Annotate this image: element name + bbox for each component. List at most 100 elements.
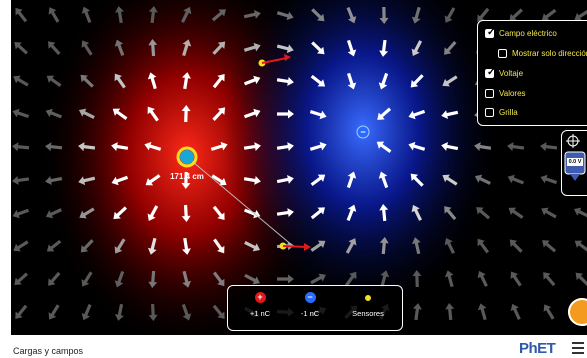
field-arrow	[181, 105, 191, 123]
field-arrow	[276, 44, 294, 54]
field-arrow	[276, 208, 294, 218]
checkbox-box	[498, 49, 507, 58]
field-arrow	[13, 75, 29, 87]
field-arrow	[12, 175, 30, 185]
field-arrow	[508, 207, 524, 219]
sensor-2-arrowhead	[304, 243, 311, 251]
field-arrow	[182, 39, 192, 57]
field-arrow	[111, 175, 129, 186]
field-arrow	[445, 303, 455, 321]
field-arrow	[573, 207, 587, 219]
field-arrow	[474, 142, 492, 151]
field-arrow	[78, 108, 95, 120]
field-arrow	[477, 303, 487, 321]
menu-icon[interactable]	[572, 342, 584, 354]
field-arrow	[46, 75, 62, 87]
field-arrow	[147, 72, 157, 90]
field-arrow	[182, 237, 191, 255]
positive-charge-source[interactable]: + +1 nC	[240, 292, 280, 318]
field-arrow	[12, 142, 30, 152]
field-arrow	[346, 39, 357, 57]
field-arrow	[15, 304, 28, 319]
field-arrow	[81, 6, 92, 24]
field-arrow	[345, 238, 357, 254]
field-arrow	[243, 208, 261, 219]
field-arrow	[14, 272, 29, 286]
controls-panel: ✓ Campo eléctrico Mostrar solo dirección…	[477, 20, 587, 126]
field-arrow	[379, 237, 389, 255]
field-arrow	[311, 8, 325, 22]
checkbox-values[interactable]: Valores	[485, 89, 526, 98]
checkbox-grid[interactable]: Grilla	[485, 108, 518, 117]
charge-tray: + +1 nC − -1 nC Sensores	[227, 285, 403, 331]
negative-potential-glow	[223, 0, 503, 320]
field-arrow	[48, 41, 61, 56]
checkbox-label: Voltaje	[499, 69, 524, 78]
negative-charge[interactable]	[356, 125, 370, 139]
field-arrow	[543, 272, 556, 287]
phet-logo[interactable]: PhET	[519, 340, 556, 357]
measuring-tape-end[interactable]	[176, 146, 198, 168]
field-arrow	[181, 6, 192, 23]
checkbox-direction-only[interactable]: Mostrar solo dirección	[498, 49, 587, 58]
field-arrow	[309, 141, 327, 151]
field-arrow	[148, 303, 158, 321]
field-arrow	[444, 237, 456, 254]
field-arrow	[310, 174, 326, 187]
field-arrow	[145, 174, 161, 186]
checkbox-label: Valores	[499, 89, 526, 98]
field-arrow	[411, 40, 423, 56]
field-arrow	[540, 174, 558, 185]
field-arrow	[112, 108, 128, 120]
field-arrow	[81, 271, 93, 287]
positive-charge-tape-anchor[interactable]	[180, 150, 194, 164]
reset-icon[interactable]	[568, 298, 587, 326]
field-arrow	[509, 8, 523, 22]
field-arrow	[380, 270, 390, 288]
field-arrow	[379, 6, 389, 24]
checkbox-label: Grilla	[499, 108, 518, 117]
plus-icon: +	[254, 292, 266, 303]
field-arrow	[211, 9, 226, 22]
field-arrow	[541, 207, 557, 219]
checkbox-box	[485, 108, 494, 117]
field-arrow	[540, 142, 558, 152]
field-arrow	[346, 6, 357, 24]
checkbox-label: Mostrar solo dirección	[512, 49, 587, 58]
field-arrow	[144, 141, 162, 151]
field-arrow	[181, 171, 191, 189]
field-arrow	[79, 207, 95, 219]
field-arrow	[477, 238, 490, 254]
field-arrow	[411, 204, 422, 221]
field-canvas: 171.4 cm −	[12, 0, 587, 335]
field-arrow	[411, 6, 421, 24]
field-arrow	[212, 41, 226, 55]
field-arrow	[114, 238, 126, 254]
field-arrow	[347, 72, 357, 90]
field-arrow	[377, 107, 392, 120]
field-arrow	[14, 41, 29, 55]
sensor-source[interactable]: Sensores	[348, 292, 388, 318]
field-arrow	[45, 176, 63, 185]
field-arrow	[444, 270, 454, 288]
field-arrow	[412, 303, 422, 321]
sensor-1-arrowhead	[284, 54, 291, 61]
checkbox-electric-field[interactable]: ✓ Campo eléctrico	[485, 27, 557, 38]
field-arrow	[12, 208, 30, 219]
simulation-area[interactable]: 171.4 cm − ✓ Campo eléctrico Mostrar sol…	[11, 0, 587, 335]
negative-charge-source[interactable]: − -1 nC	[290, 292, 330, 318]
field-arrow	[541, 8, 557, 21]
field-arrow	[474, 174, 491, 185]
sensor-1-vector	[261, 57, 288, 64]
field-arrow	[12, 108, 30, 119]
field-arrow	[574, 240, 587, 252]
field-arrow	[441, 141, 459, 151]
field-arrow	[114, 39, 125, 57]
field-arrow	[410, 173, 424, 187]
checkbox-voltage[interactable]: ✓ Voltaje	[485, 67, 524, 78]
field-arrow	[81, 40, 93, 56]
sensors-label: Sensores	[352, 309, 384, 318]
field-arrow	[442, 174, 458, 186]
equipotential-sensor[interactable]: 0.0 V	[561, 130, 587, 196]
field-arrow	[310, 240, 326, 252]
